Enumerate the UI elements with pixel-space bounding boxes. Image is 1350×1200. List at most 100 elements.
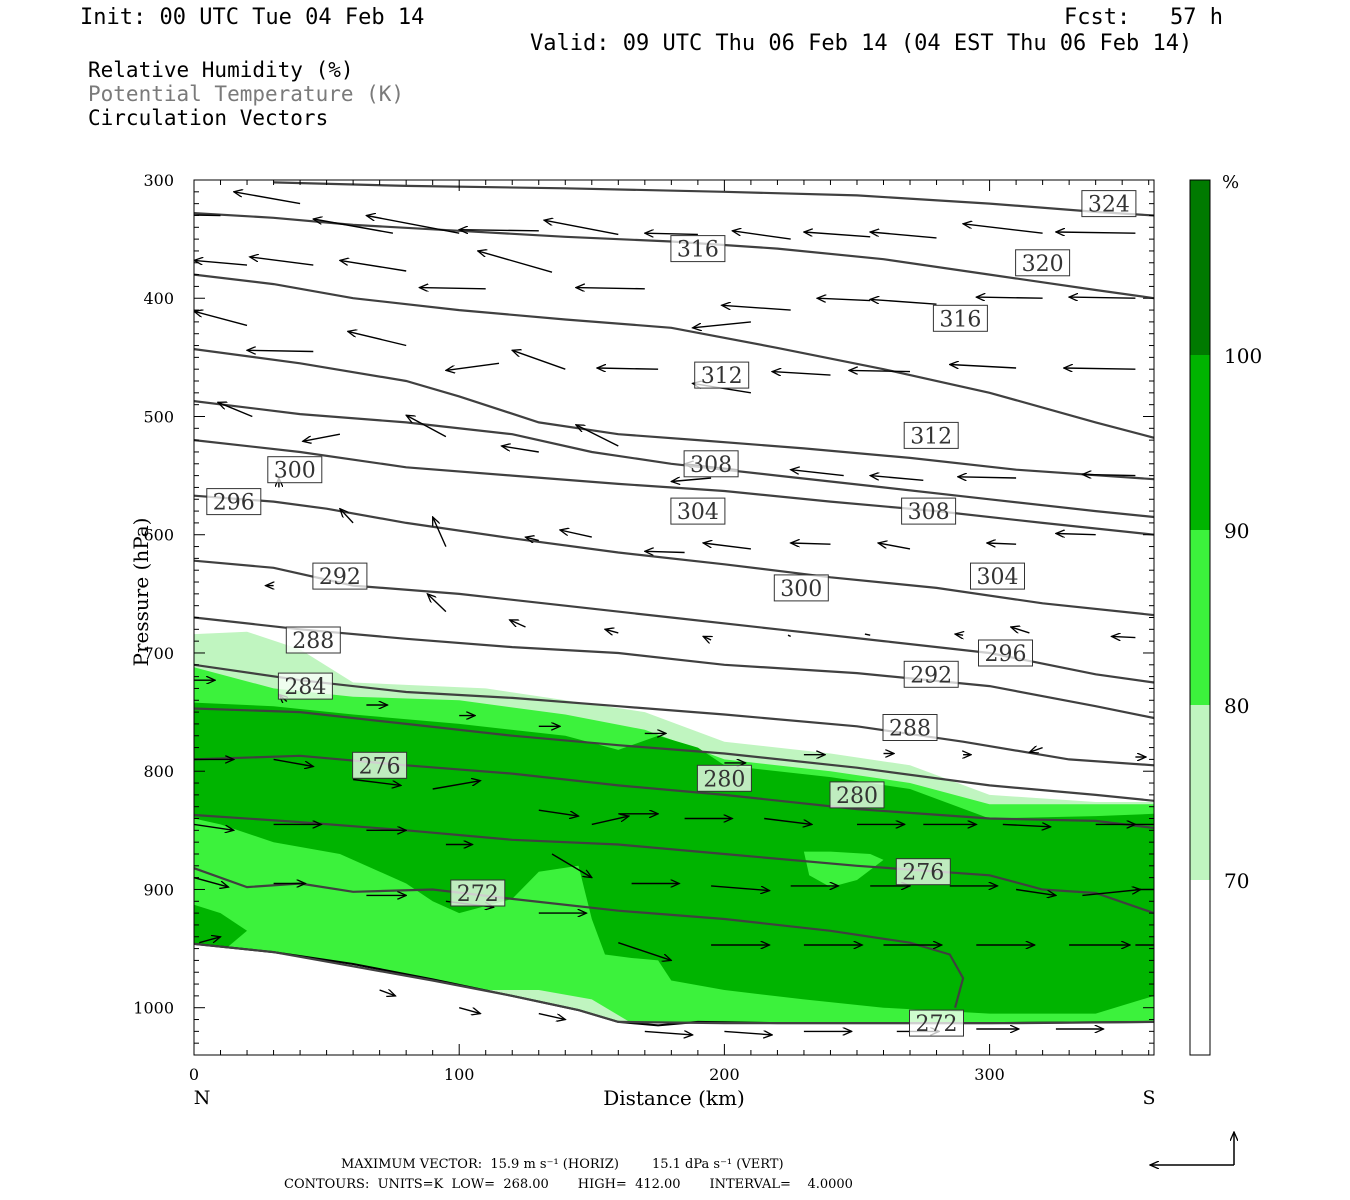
colorbar-level-label: 70 bbox=[1224, 869, 1249, 893]
contour-label-320-0: 320 bbox=[1015, 249, 1071, 277]
contour-label-316-1: 316 bbox=[932, 304, 988, 332]
circulation-vector bbox=[366, 216, 460, 234]
circulation-vector bbox=[194, 214, 221, 217]
svg-text:304: 304 bbox=[677, 500, 719, 525]
circulation-vector bbox=[526, 537, 539, 541]
colorbar-swatch bbox=[1190, 355, 1210, 530]
svg-text:300: 300 bbox=[274, 459, 316, 484]
circulation-vector bbox=[772, 372, 831, 376]
svg-text:324: 324 bbox=[1088, 193, 1130, 218]
contour-label-312-0: 312 bbox=[694, 361, 750, 389]
y-tick-label: 500 bbox=[143, 407, 174, 426]
svg-text:308: 308 bbox=[690, 453, 732, 478]
contour-label-276-1: 276 bbox=[895, 858, 951, 886]
circulation-vector bbox=[870, 476, 924, 481]
circulation-vector bbox=[303, 433, 341, 441]
circulation-vector bbox=[379, 990, 396, 996]
svg-text:300: 300 bbox=[780, 577, 822, 602]
legend-vectors: Circulation Vectors bbox=[88, 106, 329, 130]
svg-text:308: 308 bbox=[908, 500, 950, 525]
circulation-vector bbox=[693, 321, 751, 328]
circulation-vector bbox=[432, 781, 481, 790]
colorbar-swatch bbox=[1190, 705, 1210, 880]
rh-region-90-100-5 bbox=[194, 904, 247, 949]
circulation-vector bbox=[791, 543, 831, 544]
contour-label-304-0: 304 bbox=[670, 497, 726, 525]
contour-label-272-0: 272 bbox=[450, 879, 506, 907]
valid-time: Valid: 09 UTC Thu 06 Feb 14 (04 EST Thu … bbox=[530, 31, 1193, 56]
circulation-vector bbox=[419, 288, 486, 289]
x-tick-label: 300 bbox=[974, 1065, 1005, 1084]
circulation-vector-layer bbox=[194, 192, 1154, 1035]
circulation-vector bbox=[618, 942, 671, 961]
circulation-vector bbox=[340, 509, 354, 524]
y-tick-label: 400 bbox=[143, 289, 174, 308]
theta-contour-312-11 bbox=[194, 348, 1154, 481]
circulation-vector bbox=[671, 478, 712, 482]
circulation-vector bbox=[864, 633, 871, 636]
contour-label-308-0: 308 bbox=[683, 450, 739, 478]
contour-label-308-1: 308 bbox=[901, 497, 957, 525]
circulation-vector bbox=[353, 778, 401, 786]
axes-layer: 300 400 500 600 700 800 900 1000 0 100 200 300 bbox=[133, 171, 1154, 1084]
circulation-vector bbox=[218, 402, 253, 418]
circulation-vector bbox=[605, 629, 619, 633]
legend-rh: Relative Humidity (%) bbox=[88, 58, 354, 82]
circulation-vector bbox=[427, 594, 447, 613]
contour-label-296-0: 296 bbox=[206, 488, 262, 516]
circulation-vector bbox=[804, 232, 871, 238]
colorbar: 70 80 90 100% bbox=[1189, 172, 1262, 1056]
circulation-vector bbox=[313, 219, 394, 234]
circulation-vector bbox=[1064, 368, 1136, 369]
circulation-vector bbox=[645, 551, 685, 552]
theta-contour-284-4 bbox=[194, 707, 1154, 802]
circulation-vector bbox=[446, 362, 500, 370]
contour-label-316-0: 316 bbox=[670, 235, 726, 263]
circulation-vector bbox=[1082, 474, 1136, 475]
circulation-vector bbox=[1069, 297, 1136, 298]
y-tick-label: 600 bbox=[143, 526, 174, 545]
circulation-vector bbox=[703, 543, 751, 550]
svg-text:276: 276 bbox=[359, 754, 401, 779]
circulation-vector bbox=[724, 1031, 772, 1035]
contour-label-284-0: 284 bbox=[277, 672, 333, 700]
contour-label-layer: 272 272 276 276 280 280 284 288 288 292 292 296 296 3… bbox=[206, 190, 1137, 1037]
circulation-vector bbox=[987, 543, 1017, 544]
svg-text:312: 312 bbox=[910, 424, 952, 449]
circulation-vector bbox=[878, 543, 911, 550]
circulation-vector bbox=[199, 937, 220, 944]
svg-text:276: 276 bbox=[902, 861, 944, 886]
circulation-vector bbox=[1112, 636, 1136, 637]
colorbar-swatch bbox=[1190, 880, 1210, 1055]
circulation-vector bbox=[791, 470, 844, 477]
svg-text:320: 320 bbox=[1022, 252, 1064, 277]
circulation-vector bbox=[870, 232, 937, 239]
circulation-vector bbox=[510, 620, 526, 628]
circulation-vector bbox=[976, 297, 1043, 298]
circulation-vector bbox=[234, 192, 301, 205]
south-label: S bbox=[1142, 1087, 1155, 1109]
svg-text:284: 284 bbox=[284, 675, 326, 700]
svg-text:288: 288 bbox=[292, 629, 334, 654]
contour-label-280-1: 280 bbox=[829, 781, 885, 809]
svg-text:288: 288 bbox=[889, 717, 931, 742]
theta-contour-316-12 bbox=[194, 273, 1154, 439]
y-tick-label: 800 bbox=[143, 762, 174, 781]
circulation-vector bbox=[963, 224, 1043, 234]
svg-text:280: 280 bbox=[836, 784, 878, 809]
theta-contour-324-14 bbox=[273, 181, 1154, 217]
y-tick-label: 700 bbox=[143, 644, 174, 663]
circulation-vector bbox=[340, 260, 407, 272]
theta-contour-280-2 bbox=[194, 813, 1154, 915]
y-axis-label: Pressure (hPa) bbox=[129, 518, 153, 667]
circulation-vector bbox=[1015, 888, 1056, 896]
circulation-vector bbox=[247, 350, 314, 351]
x-tick-label: 0 bbox=[189, 1065, 199, 1084]
circulation-vector bbox=[1011, 627, 1030, 634]
circulation-vector bbox=[348, 331, 407, 347]
x-tick-label: 100 bbox=[444, 1065, 475, 1084]
y-tick-label: 900 bbox=[143, 880, 174, 899]
svg-text:272: 272 bbox=[457, 882, 499, 907]
x-axis-label: Distance (km) bbox=[603, 1086, 745, 1110]
svg-text:304: 304 bbox=[977, 565, 1019, 590]
